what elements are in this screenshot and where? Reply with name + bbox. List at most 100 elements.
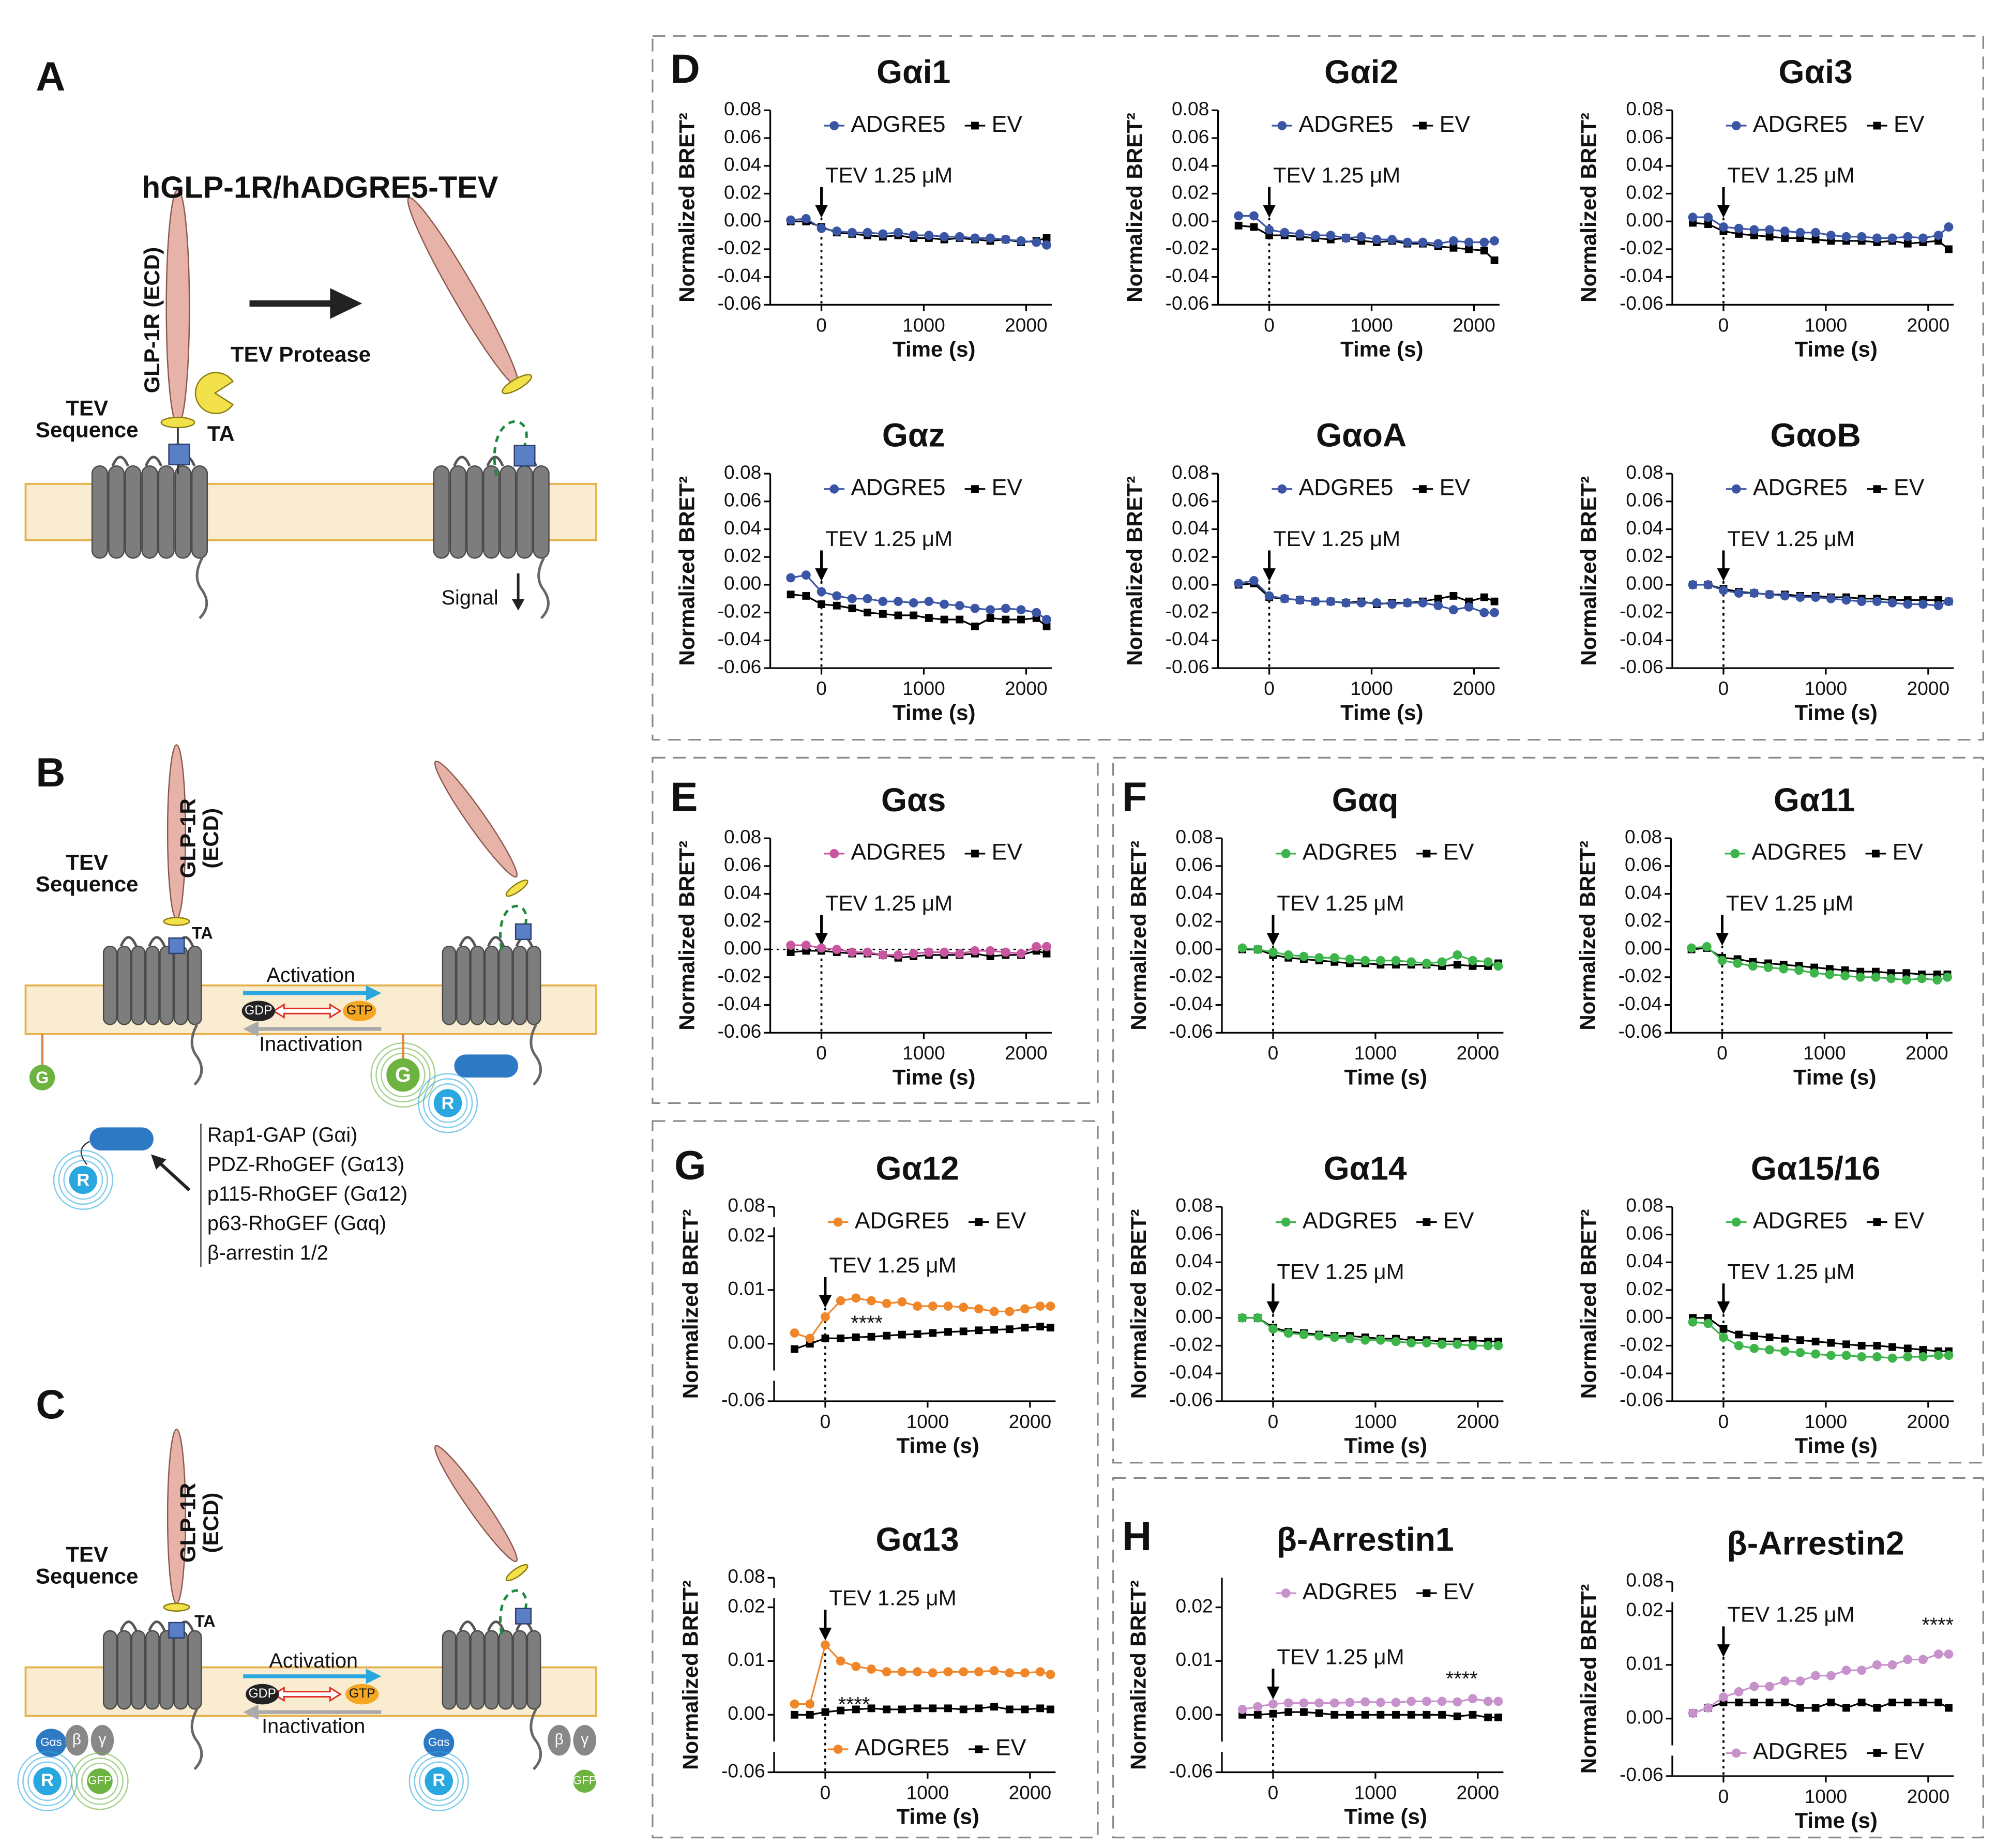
receptor-helix: [512, 1630, 527, 1710]
y-tick-label: 0.04: [1172, 517, 1209, 538]
marker: [1407, 1338, 1416, 1348]
marker: [1901, 975, 1911, 985]
sensor-item: β-arrestin 1/2: [207, 1241, 328, 1264]
y-tick-label: -0.02: [1620, 600, 1664, 622]
marker: [1387, 235, 1397, 245]
marker: [1016, 236, 1026, 246]
marker: [1345, 955, 1355, 964]
marker: [1719, 1325, 1728, 1333]
marker: [821, 1312, 830, 1322]
marker: [1493, 961, 1503, 971]
marker: [1903, 1344, 1912, 1353]
annotation: TEV 1.25 μM: [829, 1253, 956, 1277]
marker: [1330, 1710, 1339, 1719]
marker: [1811, 1671, 1821, 1680]
marker: [851, 1661, 861, 1671]
marker: [1249, 211, 1259, 221]
marker: [1734, 588, 1744, 598]
receptor-tail: [530, 1708, 542, 1770]
y-tick-label: 0.01: [728, 1278, 765, 1299]
marker: [1945, 245, 1953, 253]
ecd: [165, 189, 190, 426]
panel-label: G: [674, 1142, 706, 1188]
marker: [1042, 949, 1051, 958]
halo: [58, 1155, 109, 1205]
y-tick-label: 0.02: [1626, 544, 1663, 566]
x-tick-label: 0: [820, 1781, 831, 1803]
marker: [1438, 1710, 1446, 1719]
marker: [1873, 1704, 1881, 1712]
inactivation-label: Inactivation: [262, 1715, 365, 1737]
sensor-item: Rap1-GAP (Gαi): [207, 1124, 357, 1146]
y-tick-label: 0.02: [1625, 909, 1662, 931]
panel-label: D: [671, 46, 700, 92]
tag: [515, 1608, 532, 1625]
y-tick-label: -0.06: [718, 1020, 762, 1042]
marker: [883, 1705, 891, 1714]
legend-marker: [1423, 1589, 1431, 1597]
marker: [989, 1307, 999, 1316]
annotation-arrow-head: [1263, 568, 1276, 581]
marker: [1703, 1703, 1713, 1713]
r-label: R: [41, 1770, 54, 1790]
legend-marker: [1873, 122, 1881, 130]
marker: [878, 950, 888, 960]
receptor-helix: [187, 945, 202, 1025]
annotation: TEV 1.25 μM: [825, 891, 952, 915]
marker: [990, 1703, 998, 1711]
y-tick-label: -0.02: [718, 600, 762, 622]
x-tick-label: 0: [816, 1042, 827, 1064]
y-tick-label: -0.06: [1620, 1389, 1664, 1411]
marker: [1841, 1665, 1851, 1675]
y-tick-label: -0.06: [1169, 1389, 1213, 1411]
gfp-label: GFP: [88, 1774, 112, 1787]
y-tick-label: -0.02: [718, 237, 762, 259]
receptor-helix: [173, 1630, 188, 1710]
y-tick-label: 0.08: [724, 826, 761, 847]
receptor-helix: [145, 945, 160, 1025]
legend-marker: [975, 1745, 983, 1753]
marker: [1001, 947, 1010, 957]
marker: [801, 941, 811, 950]
marker: [959, 1302, 969, 1312]
marker: [1765, 1682, 1774, 1691]
marker: [940, 599, 949, 609]
legend-label: ADGRE5: [1298, 112, 1393, 137]
y-tick-label: -0.04: [718, 628, 762, 649]
marker: [1765, 1345, 1774, 1355]
x-tick-label: 1000: [1805, 677, 1848, 699]
legend-marker: [829, 849, 839, 858]
receptor-tail: [537, 557, 550, 619]
x-axis-label: Time (s): [893, 700, 975, 724]
y-axis-label: Normalized BRET²: [1577, 113, 1601, 302]
marker: [1299, 1698, 1309, 1708]
legend-label: ADGRE5: [851, 475, 945, 500]
annotation: TEV 1.25 μM: [1277, 1644, 1404, 1669]
marker: [1035, 1667, 1045, 1677]
marker: [898, 1330, 906, 1339]
marker: [1903, 1699, 1912, 1707]
legend-label: ADGRE5: [851, 840, 945, 865]
g-protein: [386, 1058, 420, 1092]
panel-box: [1112, 1477, 1984, 1839]
marker: [1871, 972, 1881, 982]
marker: [832, 945, 842, 955]
sensor-item: p115-RhoGEF (Gα12): [207, 1183, 407, 1205]
y-tick-label: 0.00: [728, 1331, 765, 1353]
legend-marker: [1731, 1217, 1741, 1227]
y-tick-label: 0.04: [724, 517, 761, 538]
x-axis-label: Time (s): [893, 1065, 975, 1089]
y-tick-label: 0.08: [1172, 461, 1209, 483]
y-tick-label: 0.00: [1626, 1306, 1663, 1327]
x-tick-label: 1000: [1354, 1042, 1397, 1064]
marker: [1329, 953, 1339, 963]
x-tick-label: 2000: [1907, 1785, 1950, 1807]
marker: [1944, 1351, 1954, 1360]
annotation-arrow-head: [1717, 205, 1730, 218]
x-tick-label: 1000: [902, 314, 945, 336]
marker: [801, 214, 811, 223]
receptor-helix: [102, 1630, 117, 1710]
marker: [1407, 1710, 1415, 1719]
y-tick-label: 0.08: [724, 98, 761, 119]
